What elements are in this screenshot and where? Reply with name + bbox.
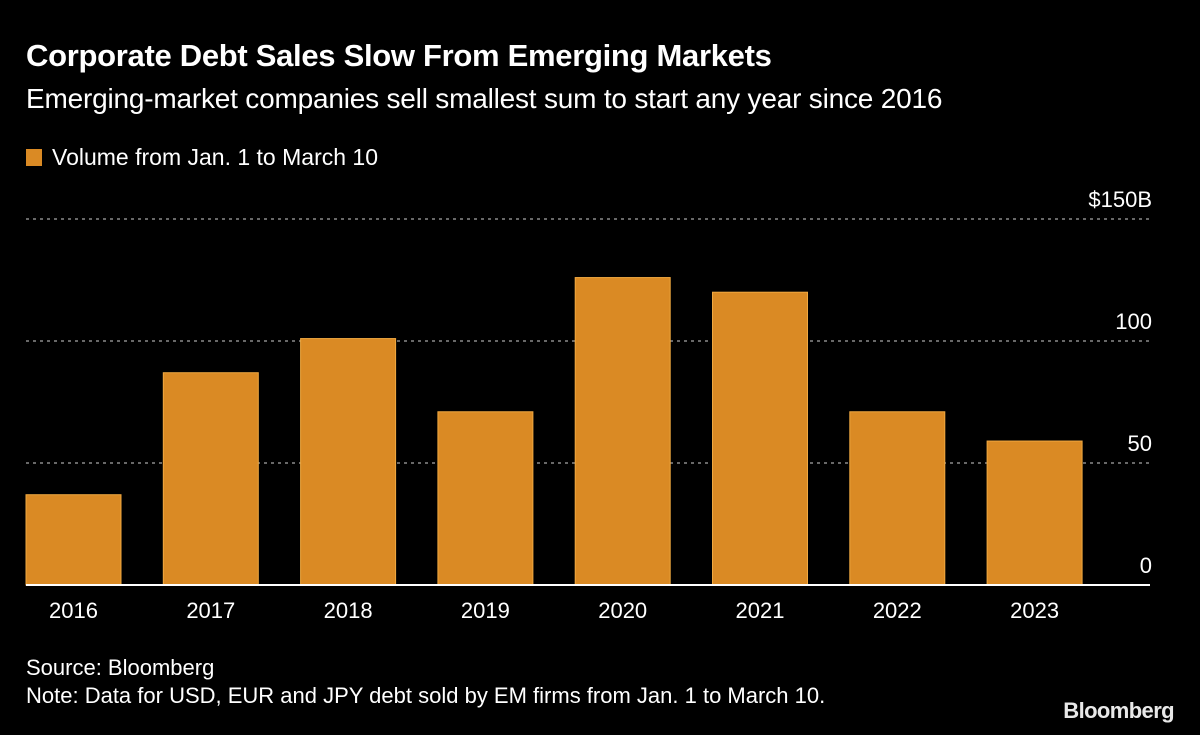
x-tick-label: 2023 [1010, 598, 1059, 623]
x-tick-label: 2016 [49, 598, 98, 623]
legend: Volume from Jan. 1 to March 10 [26, 144, 378, 171]
chart-subtitle: Emerging-market companies sell smallest … [26, 83, 943, 114]
chart-title: Corporate Debt Sales Slow From Emerging … [26, 38, 772, 73]
x-tick-label: 2021 [736, 598, 785, 623]
bar-2022 [849, 411, 946, 586]
x-tick-label: 2018 [324, 598, 373, 623]
data-note: Note: Data for USD, EUR and JPY debt sol… [26, 683, 826, 708]
bar-2016 [25, 494, 122, 586]
x-tick-label: 2019 [461, 598, 510, 623]
x-tick-label: 2020 [598, 598, 647, 623]
bar-2021 [712, 291, 808, 586]
bar-2020 [574, 277, 671, 586]
bar-2018 [300, 338, 397, 586]
bar-2023 [986, 440, 1083, 586]
bar-2017 [162, 372, 259, 586]
bloomberg-logo: Bloomberg [1063, 698, 1174, 723]
y-tick-label: $150B [1088, 187, 1152, 212]
legend-label: Volume from Jan. 1 to March 10 [52, 144, 378, 170]
x-tick-label: 2022 [873, 598, 922, 623]
x-tick-label: 2017 [186, 598, 235, 623]
y-tick-label: 50 [1128, 431, 1152, 456]
y-tick-label: 100 [1115, 309, 1152, 334]
bar-2019 [437, 411, 534, 586]
y-tick-label: 0 [1140, 553, 1152, 578]
legend-swatch [26, 149, 42, 166]
source-note: Source: Bloomberg [26, 655, 215, 680]
